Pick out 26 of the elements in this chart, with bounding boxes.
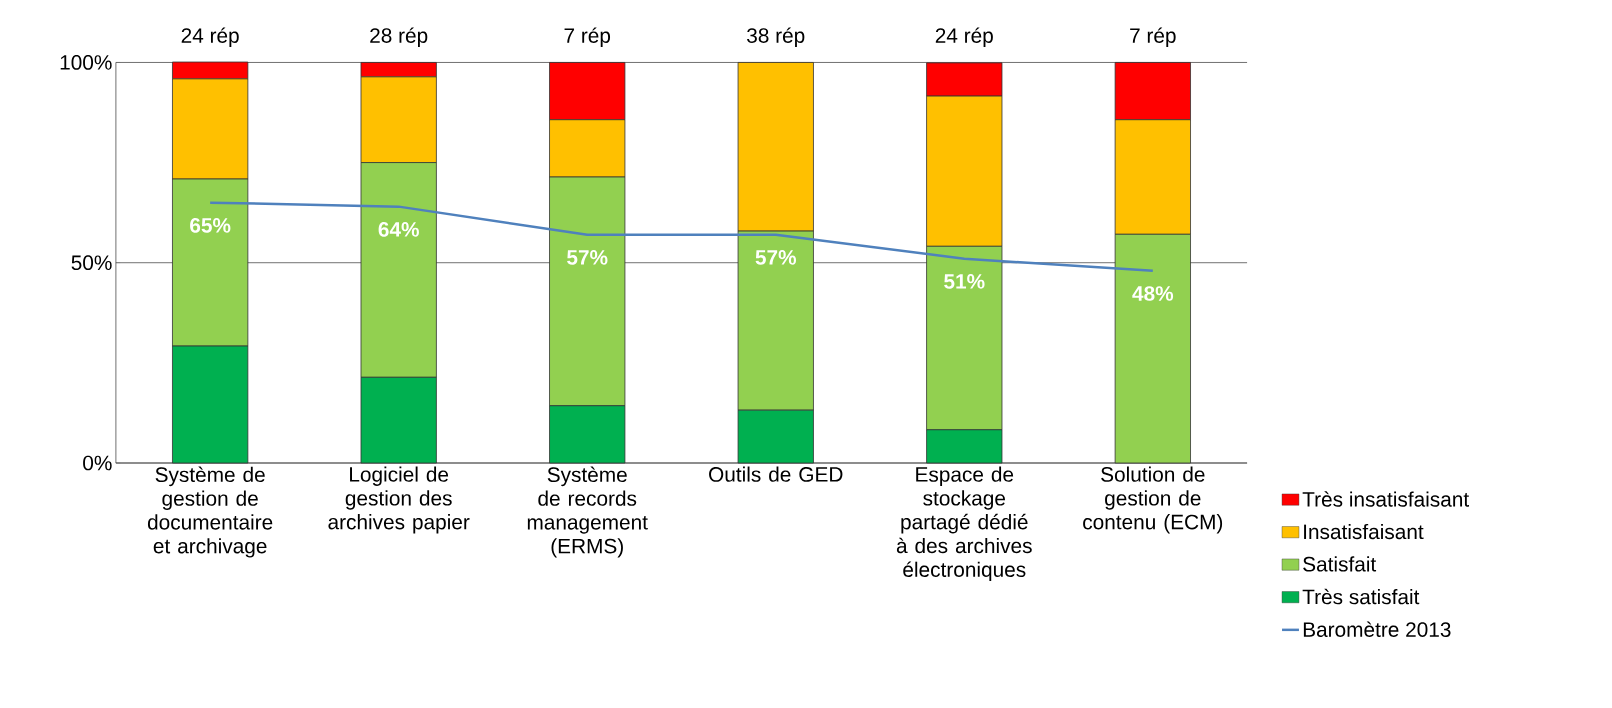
y-tick-label: 100% [60, 55, 112, 70]
annotation: 7 rép [1130, 27, 1176, 48]
legend-label: Très satisfait [1302, 588, 1420, 605]
x-tick-label: Espace de stockage partagé dédié à des archives électroniques [896, 466, 1032, 582]
y-tick-label: 50% [71, 255, 112, 271]
annotation: 7 rép [564, 27, 611, 48]
annotation: 24 rép [181, 27, 239, 48]
data-label: 51% [944, 274, 985, 289]
x-tick-label: Outils de GED [709, 466, 843, 482]
x-tick-label: Solution de gestion de contenu (ECM) [1083, 466, 1223, 534]
x-tick-label: Système de records management (ERMS) [527, 466, 648, 558]
x-tick-label: Logiciel de gestion des archives papier [328, 466, 470, 534]
data-label: 65% [190, 218, 231, 233]
legend-label: Satisfait [1303, 556, 1377, 572]
annotation: 24 rép [935, 27, 993, 48]
annotation: 38 rép [747, 27, 805, 48]
annotation: 28 rép [370, 27, 428, 48]
legend-label: Baromètre 2013 [1303, 621, 1451, 638]
data-label: 57% [755, 250, 797, 265]
y-tick-label: 0% [83, 455, 112, 471]
legend-label: Insatisfaisant [1304, 523, 1424, 540]
data-label: 48% [1132, 286, 1174, 301]
data-label: 57% [567, 250, 608, 265]
legend-label: Très insatisfaisant [1302, 491, 1469, 507]
x-tick-label: Système de gestion de documentaire et archivage [147, 466, 273, 558]
data-label: 64% [378, 222, 419, 237]
